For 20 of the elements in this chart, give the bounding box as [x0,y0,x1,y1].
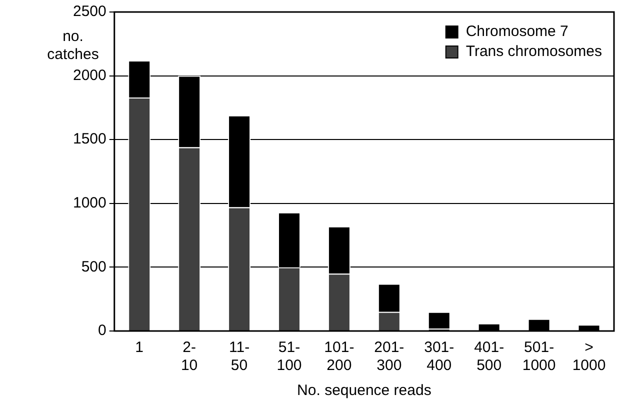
x-tick-label: 201- 300 [374,339,404,374]
x-tick-label: 1 [135,339,144,356]
x-tick-label: 401- 500 [474,339,504,374]
y-tick-label: 500 [81,258,106,276]
x-tick-label: 101- 200 [324,339,354,374]
legend-label: Trans chromosomes [466,43,602,60]
x-tick-label: 11- 50 [228,339,250,374]
y-tick-label: 1500 [72,130,106,148]
x-tick-label: 51- 100 [276,339,302,374]
legend-label: Chromosome 7 [466,23,568,40]
y-tick-label: 2000 [72,66,106,84]
x-axis-title: No. sequence reads [297,382,432,400]
x-tick-label: 301- 400 [424,339,454,374]
y-tick-label: 0 [98,322,106,340]
x-tick-label: 501- 1000 [522,339,556,374]
x-tick-label: > 1000 [572,339,606,374]
y-axis-title: no. catches [46,28,100,64]
x-tick-label: 2- 10 [180,339,198,374]
y-tick-label: 1000 [72,194,106,212]
y-tick-label: 2500 [72,3,106,20]
